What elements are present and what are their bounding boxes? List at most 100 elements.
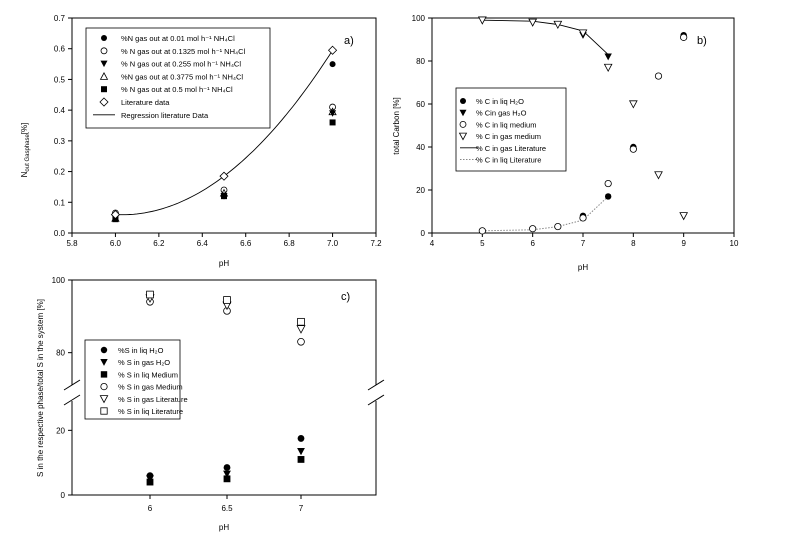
point-open-circle (604, 179, 612, 188)
point-filled-square (112, 216, 119, 223)
point-open-circle (297, 337, 305, 346)
axis-break-left-gap (66, 385, 78, 401)
legend-filled-triangle-down-swatch (100, 359, 108, 366)
point-filled-circle (223, 464, 231, 471)
panel-b-label: b) (697, 35, 707, 47)
legend-entry: % S in liq Medium (118, 370, 178, 379)
point-open-square (146, 290, 154, 299)
legend-entry: %N gas out at 0.01 mol h⁻¹ NH₄Cl (121, 34, 235, 43)
y-tick-label: 20 (416, 186, 425, 195)
legend-entry: % N gas out at 0.5 mol h⁻¹ NH₄Cl (121, 85, 233, 94)
point-open-triangle-up (328, 107, 337, 116)
point-open-triangle-down (477, 16, 487, 25)
legend-entry: % S in gas Literature (118, 395, 188, 404)
y-tick-label: 0.6 (54, 45, 66, 54)
x-tick-label: 6.2 (153, 239, 165, 248)
legend-entry: % S in liq Literature (118, 407, 183, 416)
panel-a-label: a) (344, 35, 354, 47)
x-tick-label: 7 (299, 504, 304, 513)
point-filled-triangle-down (604, 53, 612, 61)
point-filled-square (297, 456, 305, 463)
legend-filled-square-swatch (100, 371, 108, 378)
panel-c-label: c) (341, 291, 350, 303)
point-open-circle (629, 145, 637, 153)
y-tick-label: 0.0 (54, 229, 66, 238)
legend-entry: Regression literature Data (121, 111, 209, 120)
legend-entry: % C in gas medium (476, 132, 541, 141)
point-open-triangle-down (553, 20, 563, 29)
y-tick-label: 0.2 (54, 168, 66, 177)
y-tick-label: 100 (52, 276, 66, 285)
panel-a-ylabel: Nout Gasphase[%] (20, 123, 31, 178)
point-filled-circle (604, 193, 612, 200)
point-open-triangle-down (528, 18, 538, 27)
legend-filled-circle-swatch (460, 98, 466, 104)
point-filled-square (221, 193, 227, 200)
y-tick-label: 0.3 (54, 137, 66, 146)
y-tick-label: 80 (56, 349, 65, 358)
point-open-circle (680, 33, 688, 41)
point-open-square (223, 296, 231, 304)
point-open-triangle-down (578, 29, 588, 38)
panel-a-legend (85, 27, 271, 129)
x-tick-label: 8 (631, 239, 636, 248)
y-tick-label: 0.7 (54, 14, 66, 23)
x-tick-label: 6.5 (221, 504, 233, 513)
axis-break-left-mark-2 (63, 394, 81, 406)
legend-entry: % S in gas Medium (118, 383, 183, 392)
panel-b-ylabel: total Carbon [%] (392, 97, 401, 154)
x-tick-label: 6 (148, 504, 153, 513)
point-open-circle (654, 72, 663, 80)
point-open-circle (579, 214, 587, 222)
legend-open-circle-swatch (459, 121, 467, 128)
point-open-circle (529, 225, 537, 233)
legend-filled-triangle-down-swatch (459, 109, 467, 117)
point-open-square (297, 317, 305, 326)
legend-filled-circle-swatch (101, 35, 107, 41)
point-open-triangle-down (628, 100, 638, 109)
legend-open-circle-swatch (100, 47, 108, 55)
y-tick-label: 100 (412, 14, 426, 23)
legend-entry: % N gas out at 0.1325 mol h⁻¹ NH₄Cl (121, 47, 245, 56)
panel-c-ylabel: S in the respective phase/total S in the… (36, 299, 45, 477)
axis-break-right-mark-2 (367, 394, 385, 406)
legend-entry: % C in liq medium (476, 120, 536, 129)
panel-a-frame (71, 17, 377, 234)
axis-break-right-gap (370, 385, 382, 401)
point-open-triangle-down (296, 325, 306, 334)
x-tick-label: 7 (581, 239, 586, 248)
gas-literature-line (482, 19, 609, 55)
point-open-diamond (110, 210, 120, 220)
x-tick-label: 7.0 (327, 239, 339, 248)
x-tick-label: 7.2 (370, 239, 382, 248)
legend-open-triangle-down-swatch (99, 395, 109, 404)
axis-break-right-mark-1 (367, 379, 385, 391)
x-tick-label: 4 (430, 239, 435, 248)
legend-entry: % C in gas Literature (476, 144, 546, 153)
x-tick-label: 6.0 (110, 239, 122, 248)
x-tick-label: 9 (681, 239, 686, 248)
legend-filled-triangle-down-swatch (100, 60, 108, 68)
x-tick-label: 6.8 (284, 239, 296, 248)
y-tick-label: 0.5 (54, 75, 66, 84)
panel-c-legend (84, 339, 181, 420)
point-open-diamond (328, 45, 338, 55)
x-tick-label: 5.8 (66, 239, 78, 248)
panel-b-xlabel: pH (578, 263, 588, 272)
x-tick-label: 6.6 (240, 239, 252, 248)
y-tick-label: 0 (61, 491, 66, 500)
legend-filled-circle-swatch (100, 346, 108, 354)
point-filled-square (146, 478, 154, 486)
panel-c-xlabel: pH (219, 523, 229, 532)
legend-entry: % Cin gas H₂O (476, 109, 527, 118)
point-open-diamond (219, 171, 229, 181)
x-tick-label: 6.4 (197, 239, 209, 248)
point-open-triangle-down (679, 212, 689, 221)
y-tick-label: 0.1 (54, 198, 66, 207)
liq-literature-line (482, 196, 609, 232)
y-tick-label: 20 (56, 426, 65, 435)
legend-open-circle-swatch (100, 382, 108, 391)
point-open-triangle-down (603, 63, 613, 72)
